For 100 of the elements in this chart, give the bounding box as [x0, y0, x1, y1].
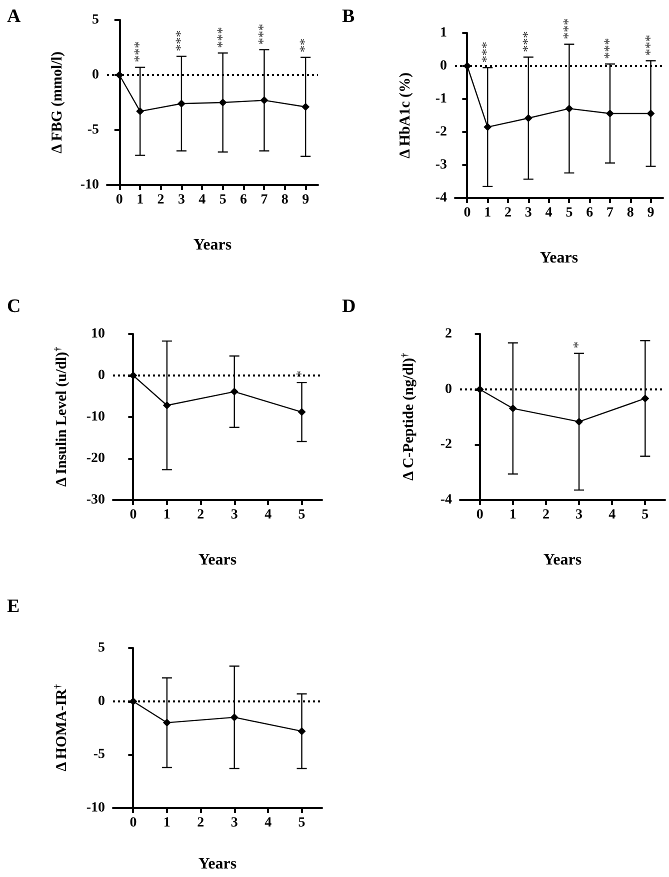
chart-title: B — [342, 6, 355, 27]
point — [298, 408, 306, 416]
x-tick-label: 0 — [116, 192, 123, 208]
y-tick-label: -5 — [93, 747, 105, 762]
x-tick-label: 5 — [219, 192, 226, 208]
point — [230, 713, 238, 722]
x-tick-label: 0 — [130, 816, 137, 830]
x-axis-title: Years — [543, 552, 582, 568]
x-tick-label: 2 — [504, 206, 512, 220]
x-tick-label: 2 — [542, 508, 550, 522]
point — [565, 104, 574, 113]
y-tick-label: 0 — [445, 382, 452, 397]
x-tick-label: 2 — [197, 816, 204, 830]
x-tick-label: 9 — [302, 192, 310, 208]
x-tick-label: 3 — [576, 508, 583, 522]
y-tick-label: 0 — [440, 58, 447, 74]
y-axis-title: Δ FBG (mmol/l) — [50, 52, 66, 154]
x-tick-label: 4 — [545, 206, 552, 220]
x-axis-title: Years — [193, 236, 232, 254]
y-tick-label: -10 — [86, 410, 105, 424]
x-tick-label: 1 — [509, 508, 516, 522]
annotation: *** — [174, 30, 189, 52]
annotation: *** — [256, 24, 272, 45]
point — [641, 394, 650, 402]
x-tick-label: 3 — [524, 206, 532, 220]
x-tick-label: 2 — [157, 192, 164, 208]
x-tick-label: 0 — [476, 508, 484, 522]
y-tick-label: -5 — [87, 122, 99, 138]
y-axis-title: Δ HOMA-IR† — [52, 684, 70, 772]
y-tick-label: 10 — [91, 326, 105, 342]
x-tick-label: 5 — [298, 508, 306, 522]
x-tick-label: 8 — [281, 192, 288, 208]
annotation: *** — [643, 34, 658, 56]
x-axis-title: Years — [198, 552, 237, 568]
x-tick-label: 4 — [264, 816, 272, 830]
x-tick-label: 8 — [626, 206, 634, 220]
point — [484, 123, 492, 132]
y-tick-label: -20 — [86, 451, 105, 466]
chart-title: C — [7, 296, 21, 317]
annotation: *** — [602, 38, 618, 60]
y-tick-label: -2 — [440, 437, 452, 452]
y-tick-label: -4 — [440, 492, 452, 508]
x-tick-label: 9 — [647, 206, 654, 220]
x-tick-label: 5 — [642, 508, 649, 522]
point — [260, 96, 268, 104]
y-tick-label: -30 — [86, 492, 105, 508]
y-tick-label: -3 — [435, 158, 447, 172]
point — [508, 404, 517, 412]
x-tick-label: 0 — [464, 206, 471, 220]
y-tick-label: -10 — [80, 178, 99, 192]
point — [162, 401, 171, 410]
annotation: *** — [215, 27, 230, 48]
x-tick-label: 1 — [136, 192, 144, 208]
annotation: *** — [520, 31, 536, 52]
y-tick-label: 2 — [445, 326, 452, 342]
x-tick-label: 5 — [298, 816, 306, 830]
chart-title: A — [7, 6, 21, 27]
annotation: *** — [132, 41, 148, 62]
x-tick-label: 6 — [240, 192, 248, 208]
y-tick-label: -10 — [86, 800, 105, 816]
x-tick-label: 4 — [198, 192, 206, 208]
annotation: *** — [562, 18, 577, 40]
point — [575, 418, 584, 426]
chart-title: E — [7, 596, 20, 617]
point — [646, 110, 655, 118]
point — [177, 100, 186, 108]
annotation: * — [572, 341, 587, 348]
point — [218, 98, 227, 106]
y-axis-title: Δ Insulin Level (u/dl)† — [52, 346, 70, 487]
x-tick-label: 3 — [230, 508, 238, 522]
chart-title: D — [342, 296, 356, 317]
point — [162, 718, 171, 727]
y-tick-label: 0 — [98, 694, 105, 709]
x-axis-title: Years — [540, 250, 578, 266]
y-tick-label: -1 — [435, 92, 447, 106]
x-tick-label: 6 — [586, 206, 594, 220]
x-tick-label: 3 — [178, 192, 185, 208]
y-tick-label: 0 — [92, 68, 99, 82]
x-tick-label: 1 — [484, 206, 492, 220]
x-tick-label: 4 — [264, 508, 272, 522]
x-tick-label: 0 — [130, 508, 137, 522]
x-tick-label: 7 — [606, 206, 614, 220]
point — [302, 102, 310, 111]
y-tick-label: -2 — [435, 124, 447, 140]
x-tick-label: 2 — [197, 508, 204, 522]
x-tick-label: 5 — [566, 206, 573, 220]
annotation: *** — [480, 42, 496, 63]
y-axis-title: Δ HbA1c (%) — [398, 72, 414, 159]
point — [298, 727, 306, 736]
y-axis-title: Δ C-Peptide (ng/dl)† — [400, 352, 417, 481]
y-tick-label: 1 — [440, 26, 447, 40]
x-tick-label: 1 — [163, 508, 170, 522]
x-tick-label: 3 — [230, 816, 238, 830]
x-tick-label: 7 — [260, 192, 268, 208]
point — [524, 114, 532, 122]
x-tick-label: 4 — [608, 508, 616, 522]
y-tick-label: 5 — [98, 640, 105, 656]
annotation: ** — [298, 38, 314, 52]
point — [230, 388, 238, 396]
point — [606, 110, 614, 118]
